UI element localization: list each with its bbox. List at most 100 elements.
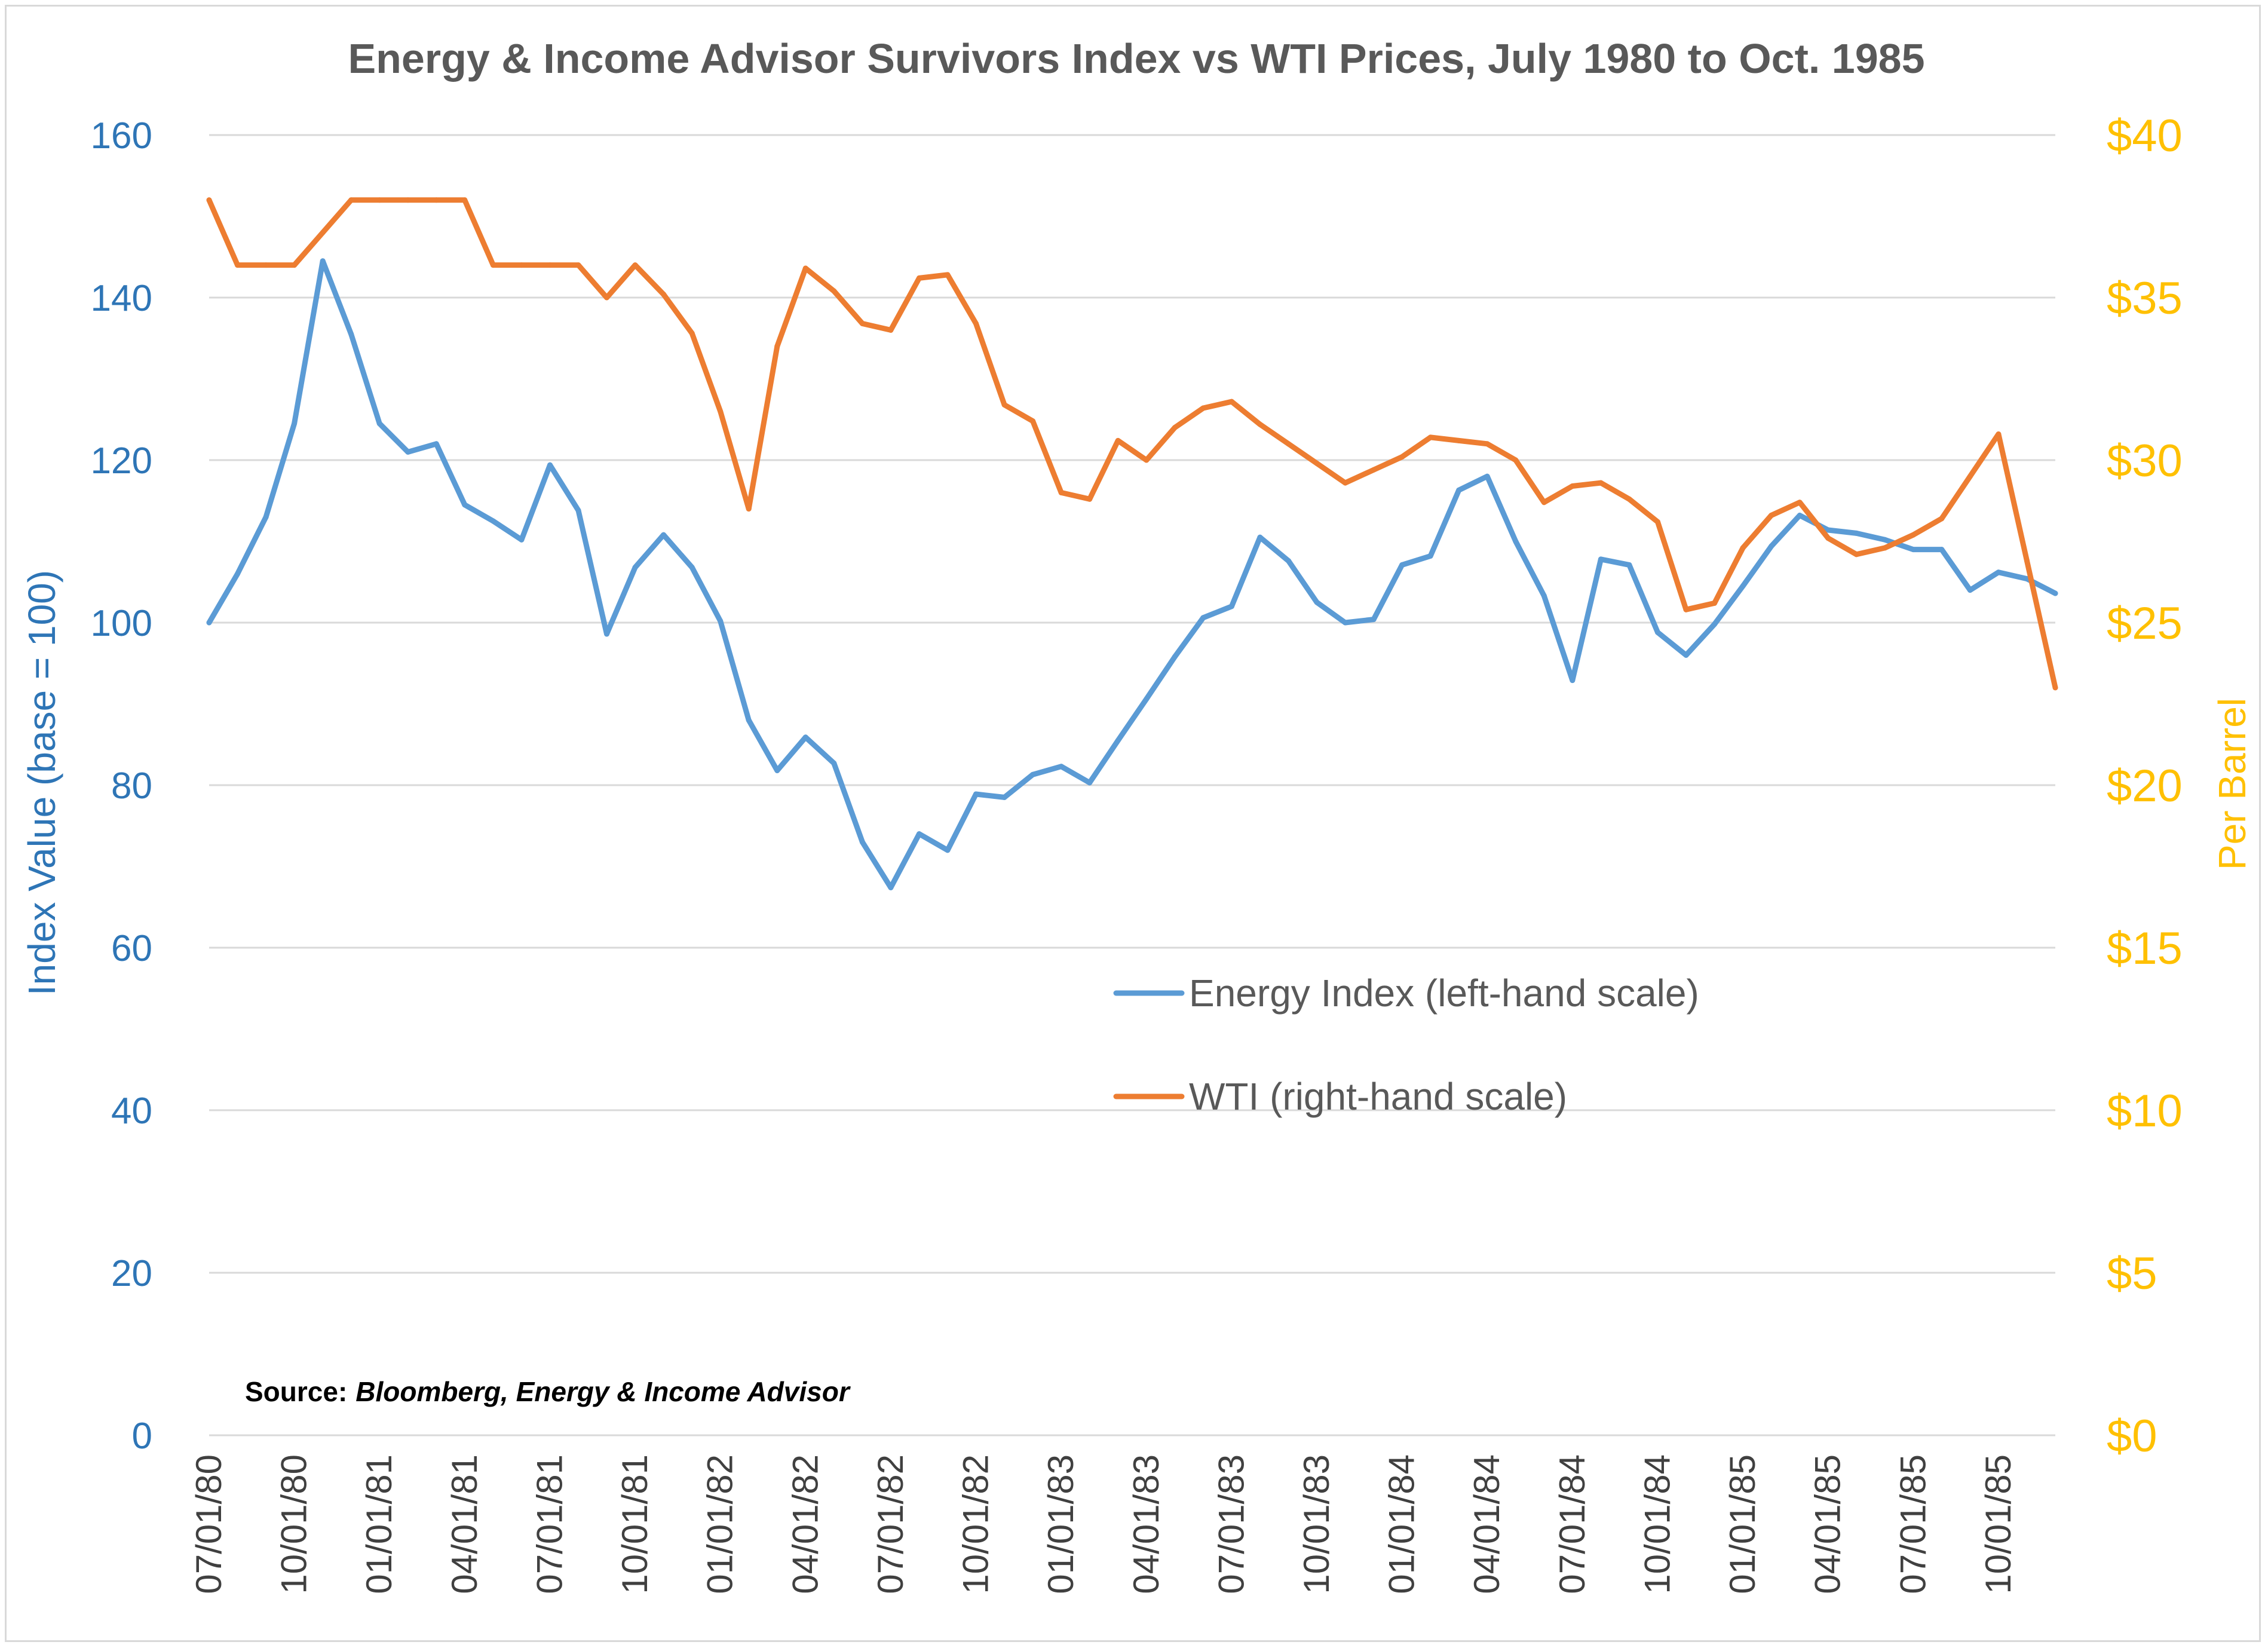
wti-point [263,262,269,268]
wti-point [917,275,922,281]
source-label: Source: [245,1376,347,1407]
energy-index-point [1882,537,1888,543]
wti-point [632,262,638,268]
wti-point [1740,545,1746,551]
wti-point [1882,545,1888,551]
energy-index-point [888,884,894,890]
energy-index-point [1541,593,1547,599]
wti-point [774,344,780,350]
wti-point [888,327,894,333]
x-axis-ticks: 07/01/80 10/01/80 01/01/81 04/01/81 07/01/81… [189,1454,2018,1594]
wti-point [1769,513,1774,518]
wti-point [1939,516,1945,522]
x-tick-label: 10/01/82 [956,1454,996,1594]
x-tick-label: 01/01/85 [1723,1454,1763,1594]
right-axis-title: Per Barrel [2211,698,2254,870]
wti-point [689,330,695,336]
energy-index-point [1484,473,1490,479]
energy-index-point [1626,562,1632,568]
wti-point [462,197,468,203]
energy-index-point [376,421,382,427]
wti-point [1399,454,1405,460]
x-tick-label: 04/01/83 [1126,1454,1166,1594]
wti-point [604,295,609,301]
right-tick-label: $5 [2107,1248,2157,1299]
x-tick-label: 10/01/81 [615,1454,655,1594]
left-tick-label: 0 [132,1416,152,1457]
wti-point [1570,483,1576,489]
energy-index-point [490,518,496,524]
energy-index-point [1712,621,1717,627]
x-tick-label: 10/01/84 [1637,1454,1677,1594]
energy-index-point [1853,530,1859,536]
wti-point [519,262,525,268]
gridlines [209,134,2055,1436]
energy-index-point [1825,527,1831,533]
wti-point [1712,600,1717,606]
energy-index-point [632,565,638,570]
wti-point [1001,402,1007,408]
wti-point [1314,460,1320,466]
energy-index-point [1996,569,2002,575]
x-tick-label: 07/01/81 [529,1454,569,1594]
left-tick-label: 80 [111,765,152,807]
right-axis-ticks: $0 $5 $10 $15 $20 $25 $30 $35 $40 [2107,111,2183,1462]
energy-index-point [1910,547,1916,553]
left-tick-label: 20 [111,1253,152,1294]
wti-point [547,262,553,268]
energy-index-point [859,839,865,845]
right-tick-label: $30 [2107,436,2183,486]
energy-index-point [945,847,951,853]
energy-index-point [1939,547,1945,553]
x-tick-label: 07/01/82 [871,1454,911,1594]
energy-index-point [973,791,979,797]
energy-index-point [320,258,326,264]
x-tick-label: 04/01/84 [1467,1454,1507,1594]
wti-point [973,321,979,326]
energy-index-point [547,462,553,468]
energy-index-point [1001,794,1007,800]
energy-index-point [433,441,439,447]
energy-index-point [746,717,752,723]
wti-point [292,262,298,268]
right-tick-label: $35 [2107,273,2183,324]
wti-point [746,506,752,512]
wti-point [575,262,581,268]
x-tick-label: 01/01/84 [1382,1454,1422,1594]
wti-point [2024,558,2030,564]
chart-frame [5,5,2261,1642]
energy-index-point [1172,654,1178,660]
wti-point [1797,500,1803,506]
energy-index-point [1427,553,1433,559]
wti-point [1257,421,1263,427]
source-value: Bloomberg, Energy & Income Advisor [355,1376,851,1407]
energy-index-point [604,631,609,637]
wti-point [1058,489,1064,495]
wti-point [2052,685,2058,691]
energy-index-point [405,449,411,455]
source-note: Source: Bloomberg, Energy & Income Adviso… [245,1376,851,1407]
wti-point [831,288,837,294]
left-tick-label: 120 [91,440,152,482]
x-tick-label: 01/01/81 [359,1454,399,1594]
x-tick-label: 10/01/83 [1297,1454,1337,1594]
energy-index-point [1257,534,1263,540]
x-tick-label: 10/01/85 [1978,1454,2018,1594]
chart-title: Energy & Income Advisor Survivors Index … [348,35,1924,82]
x-tick-label: 01/01/82 [700,1454,740,1594]
energy-index-point [1598,556,1604,562]
energy-index-point [1343,620,1348,626]
energy-index-point [802,734,808,740]
right-tick-label: $15 [2107,923,2183,974]
right-tick-label: $10 [2107,1086,2183,1137]
x-tick-label: 07/01/84 [1552,1454,1592,1594]
wti-point [348,197,354,203]
energy-index-point [718,618,724,624]
wti-point [376,197,382,203]
wti-point [718,408,724,414]
energy-index-point [1058,764,1064,770]
wti-point [405,197,411,203]
wti-point [1115,437,1121,443]
wti-point [1200,405,1206,411]
